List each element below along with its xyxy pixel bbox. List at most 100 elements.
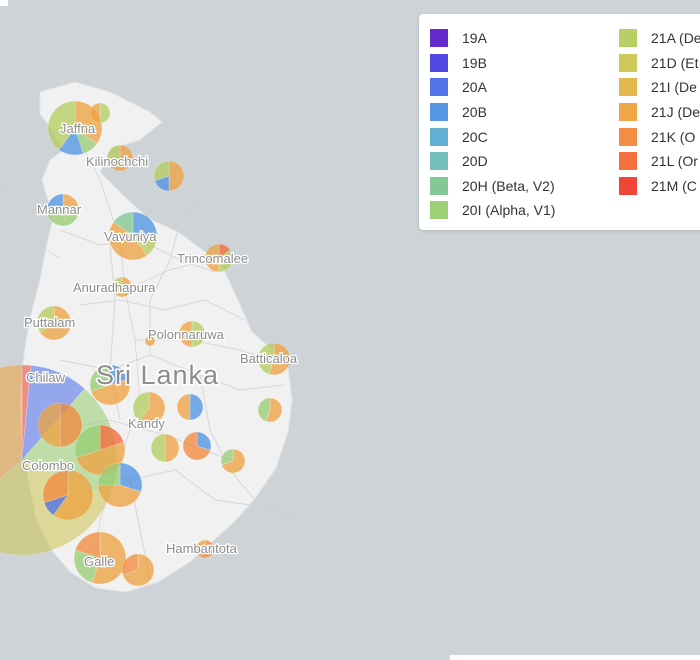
legend-item-20a[interactable]: 20A bbox=[430, 75, 555, 100]
pie-marker[interactable] bbox=[257, 397, 283, 423]
pie-marker[interactable] bbox=[182, 431, 212, 461]
pie-slice bbox=[97, 462, 121, 486]
pie-marker[interactable] bbox=[220, 448, 246, 474]
legend-item-20c[interactable]: 20C bbox=[430, 124, 555, 149]
legend-label: 21I (De bbox=[651, 79, 697, 96]
pie-slice bbox=[37, 402, 61, 448]
city-label-colombo: Colombo bbox=[22, 458, 74, 473]
pie-marker[interactable] bbox=[176, 393, 204, 421]
pie-slice bbox=[132, 211, 158, 237]
pie-slice bbox=[53, 469, 94, 521]
road bbox=[135, 339, 271, 361]
legend-item-20b[interactable]: 20B bbox=[430, 100, 555, 125]
pie-marker[interactable] bbox=[204, 243, 234, 273]
city-label-mannar: Mannar bbox=[37, 202, 82, 217]
legend-swatch bbox=[619, 53, 637, 72]
pie-marker[interactable] bbox=[37, 402, 83, 448]
pie-marker[interactable] bbox=[47, 100, 103, 156]
pie-slice bbox=[257, 397, 271, 422]
pie-slice bbox=[47, 100, 76, 151]
legend-swatch bbox=[430, 78, 448, 97]
legend-label: 20D bbox=[462, 153, 488, 170]
legend-swatch bbox=[430, 29, 448, 48]
pie-marker[interactable] bbox=[42, 469, 94, 521]
pie-slice bbox=[176, 393, 191, 421]
legend-item-19b[interactable]: 19B bbox=[430, 51, 555, 76]
district-boundary bbox=[79, 299, 246, 321]
legend-swatch bbox=[430, 103, 448, 122]
pie-marker[interactable] bbox=[108, 211, 158, 261]
legend-item-20d[interactable]: 20D bbox=[430, 149, 555, 174]
pie-slice bbox=[119, 462, 143, 493]
pie-slice bbox=[62, 193, 80, 216]
pie-marker[interactable] bbox=[89, 364, 131, 406]
pie-slice bbox=[154, 175, 170, 192]
pie-slice bbox=[106, 144, 121, 163]
pie-marker[interactable] bbox=[89, 102, 111, 124]
legend-swatch bbox=[619, 78, 637, 97]
legend-item-21i[interactable]: 21I (De bbox=[619, 75, 700, 100]
city-label-kandy: Kandy bbox=[128, 416, 165, 431]
city-label-puttalam: Puttalam bbox=[24, 315, 75, 330]
legend-item-21j[interactable]: 21J (De bbox=[619, 100, 700, 125]
pie-marker[interactable] bbox=[178, 320, 206, 348]
pie-marker[interactable] bbox=[257, 342, 291, 376]
pie-slice bbox=[58, 127, 84, 156]
pie-slice bbox=[266, 397, 283, 423]
legend-item-20i[interactable]: 20I (Alpha, V1) bbox=[430, 198, 555, 223]
pie-slice bbox=[121, 553, 139, 576]
city-label-kilinochchi: Kilinochchi bbox=[86, 154, 148, 169]
pie-marker[interactable] bbox=[106, 144, 134, 172]
city-label-trincomalee: Trincomalee bbox=[177, 251, 248, 266]
pie-marker[interactable] bbox=[121, 553, 155, 587]
road bbox=[0, 184, 11, 191]
pie-marker[interactable] bbox=[73, 531, 127, 585]
legend-item-19a[interactable]: 19A bbox=[430, 26, 555, 51]
pie-slice bbox=[199, 539, 215, 559]
pie-slice bbox=[46, 193, 64, 211]
pie-slice bbox=[144, 335, 156, 347]
pie-marker[interactable] bbox=[97, 462, 143, 508]
pie-slice bbox=[221, 448, 246, 474]
pie-slice bbox=[109, 364, 130, 386]
pie-slice bbox=[113, 211, 134, 237]
pie-slice bbox=[168, 160, 185, 192]
pie-marker[interactable] bbox=[153, 160, 185, 192]
pie-slice bbox=[164, 433, 180, 463]
pie-marker[interactable] bbox=[150, 433, 180, 463]
legend-label: 21D (Et bbox=[651, 54, 699, 71]
city-label-galle: Galle bbox=[84, 554, 114, 569]
legend-swatch bbox=[619, 127, 637, 146]
legend-swatch bbox=[619, 103, 637, 122]
legend-swatch bbox=[430, 152, 448, 171]
legend-item-21m[interactable]: 21M (C bbox=[619, 174, 700, 199]
pie-slice bbox=[218, 243, 231, 259]
legend-item-21d[interactable]: 21D (Et bbox=[619, 51, 700, 76]
pie-slice bbox=[89, 102, 101, 124]
pie-marker[interactable] bbox=[144, 335, 156, 347]
legend-item-20h[interactable]: 20H (Beta, V2) bbox=[430, 174, 555, 199]
pie-marker[interactable] bbox=[36, 305, 72, 341]
legend-label: 20I (Alpha, V1) bbox=[462, 202, 556, 219]
pie-marker[interactable] bbox=[132, 391, 166, 425]
legend-label: 21K (O bbox=[651, 128, 696, 145]
legend-item-21a[interactable]: 21A (De bbox=[619, 26, 700, 51]
pie-slice bbox=[115, 276, 133, 298]
pie-slice bbox=[90, 378, 131, 406]
attribution-bar bbox=[450, 655, 700, 660]
legend-swatch bbox=[430, 201, 448, 220]
pie-marker[interactable] bbox=[46, 193, 80, 227]
legend-item-21k[interactable]: 21K (O bbox=[619, 124, 700, 149]
legend-item-21l[interactable]: 21L (Or bbox=[619, 149, 700, 174]
pie-slice bbox=[89, 364, 111, 392]
pie-slice bbox=[42, 469, 69, 503]
pie-marker[interactable] bbox=[111, 276, 133, 298]
pie-slice bbox=[195, 539, 206, 557]
city-label-anuradhapura: Anuradhapura bbox=[73, 280, 156, 295]
pie-slice bbox=[39, 305, 72, 341]
legend-swatch bbox=[619, 152, 637, 171]
legend-label: 21M (C bbox=[651, 177, 697, 194]
pie-slice bbox=[73, 549, 101, 583]
pie-marker[interactable] bbox=[195, 539, 215, 559]
